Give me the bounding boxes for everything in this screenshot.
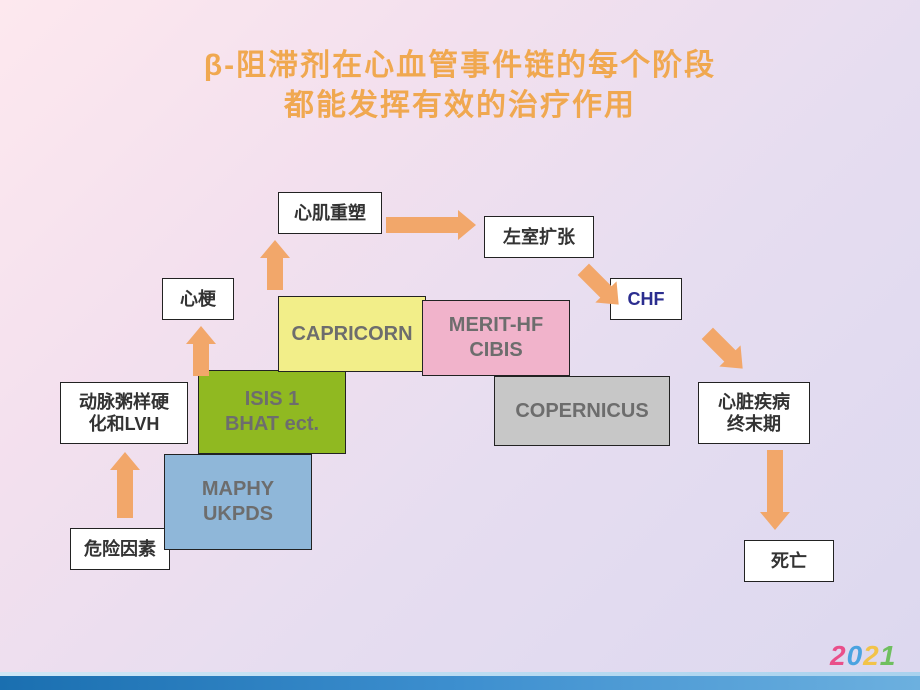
trial-box-capricorn: CAPRICORN xyxy=(278,296,426,372)
stage-box-remodel: 心肌重塑 xyxy=(278,192,382,234)
stage-box-athero: 动脉粥样硬 化和LVH xyxy=(60,382,188,444)
stage-box-endstage: 心脏疾病 终末期 xyxy=(698,382,810,444)
arrow-lvdil-to-chf xyxy=(576,262,626,312)
year-label: 2021 xyxy=(830,640,896,672)
arrow-athero-to-mi xyxy=(186,326,216,376)
stage-box-lvdil: 左室扩张 xyxy=(484,216,594,258)
trial-box-copern: COPERNICUS xyxy=(494,376,670,446)
title-line-2: 都能发挥有效的治疗作用 xyxy=(0,80,920,124)
arrow-chf-to-endstage xyxy=(700,326,750,376)
title-line-1: β-阻滞剂在心血管事件链的每个阶段 xyxy=(0,40,920,84)
trial-box-isis: ISIS 1 BHAT ect. xyxy=(198,370,346,454)
stage-box-death: 死亡 xyxy=(744,540,834,582)
trial-box-maphy: MAPHY UKPDS xyxy=(164,454,312,550)
trial-box-merit: MERIT-HF CIBIS xyxy=(422,300,570,376)
stage-box-risk: 危险因素 xyxy=(70,528,170,570)
year-digit: 2 xyxy=(830,640,847,672)
year-digit: 1 xyxy=(880,640,897,672)
arrow-endstage-to-death xyxy=(760,450,790,530)
stage-box-mi: 心梗 xyxy=(162,278,234,320)
year-digit: 0 xyxy=(847,640,864,672)
footer-bar xyxy=(0,676,920,690)
arrow-risk-to-athero xyxy=(110,452,140,518)
year-digit: 2 xyxy=(863,640,880,672)
arrow-remodel-to-lvdil xyxy=(386,210,476,240)
arrow-mi-to-remodel xyxy=(260,240,290,290)
